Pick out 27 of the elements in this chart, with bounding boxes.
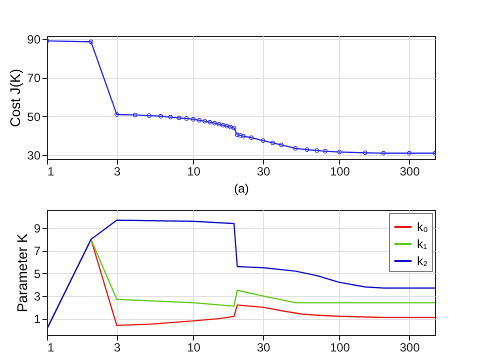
x-tick-label: 30 xyxy=(256,340,271,354)
x-tick-label: 10 xyxy=(187,164,201,178)
y-tick-label: 5 xyxy=(34,266,41,281)
y-axis-title: Parameter K xyxy=(14,233,30,312)
y-tick-label: 3 xyxy=(34,289,41,304)
y-tick-label: 1 xyxy=(34,312,41,326)
x-tick-label: 100 xyxy=(330,164,350,178)
x-tick-label: 300 xyxy=(400,164,420,178)
x-tick-label: 300 xyxy=(400,340,420,354)
x-tick-label: 100 xyxy=(330,340,350,354)
x-axis-title: (a) xyxy=(234,182,249,196)
legend-label: k₁ xyxy=(417,237,428,251)
x-tick-label: 3 xyxy=(114,164,121,178)
x-tick-label: 1 xyxy=(48,340,54,354)
y-tick-label: 70 xyxy=(27,71,41,86)
x-tick-label: 3 xyxy=(114,340,121,354)
y-tick-label: 7 xyxy=(34,244,41,258)
x-tick-label: 30 xyxy=(256,164,271,178)
y-tick-label: 50 xyxy=(27,110,41,124)
legend-label: k₂ xyxy=(417,254,428,268)
y-tick-label: 90 xyxy=(27,32,41,46)
x-tick-label: 1 xyxy=(48,164,54,178)
y-axis-title: Cost J(K) xyxy=(7,68,24,128)
legend-label: k₀ xyxy=(417,220,428,234)
y-tick-label: 9 xyxy=(34,222,41,236)
x-tick-label: 10 xyxy=(187,340,201,354)
y-tick-label: 30 xyxy=(27,148,41,163)
